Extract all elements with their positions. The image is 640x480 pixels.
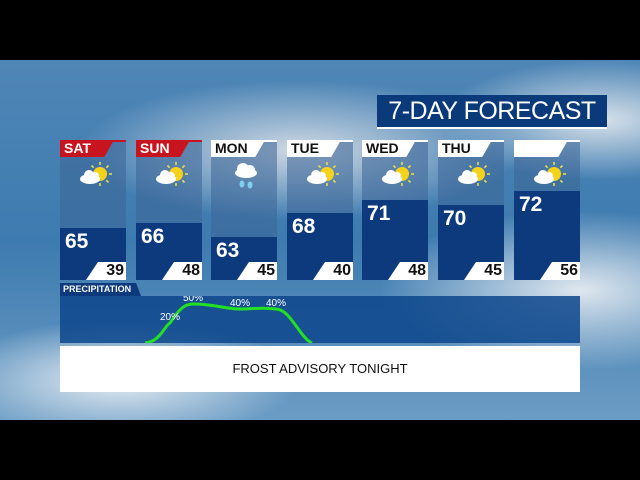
low-temp: 48 <box>408 262 426 279</box>
partly-sunny-icon <box>80 162 112 186</box>
day-column: WED 71 48 <box>362 140 428 280</box>
high-temp: 72 <box>519 193 543 216</box>
rain-icon <box>235 163 257 189</box>
day-column: SAT 65 39 <box>60 140 126 280</box>
day-label: SAT <box>60 140 114 157</box>
low-temp: 40 <box>333 262 351 279</box>
precipitation-value: 40% <box>230 298 250 309</box>
high-temp: 63 <box>216 239 240 262</box>
low-temp-tab: 45 <box>464 262 504 280</box>
high-temp: 71 <box>367 202 391 225</box>
precipitation-chart: 20%50% 40% 40% <box>144 296 313 343</box>
forecast-title: 7-DAY FORECAST <box>377 95 607 129</box>
partly-sunny-icon <box>307 162 339 186</box>
precipitation-value: 20% <box>160 312 180 323</box>
precipitation-label: PRECIPITATION <box>60 283 141 296</box>
low-temp: 39 <box>106 262 124 279</box>
precipitation-value: 50% <box>183 296 203 304</box>
day-label: MON <box>211 140 265 157</box>
day-label: THU <box>438 140 492 157</box>
low-temp: 48 <box>182 262 200 279</box>
low-temp: 45 <box>257 262 275 279</box>
day-column: TUE 68 40 <box>287 140 353 280</box>
advisory-banner: FROST ADVISORY TONIGHT <box>60 346 580 392</box>
low-temp-tab: 48 <box>162 262 202 280</box>
low-temp-tab: 56 <box>540 262 580 280</box>
low-temp-tab: 40 <box>313 262 353 280</box>
low-temp-tab: 45 <box>237 262 277 280</box>
day-label: SUN <box>136 140 190 157</box>
day-column: MON 63 45 <box>211 140 277 280</box>
day-column: 72 56 <box>514 140 580 280</box>
partly-sunny-icon <box>156 162 188 186</box>
day-column: SUN 66 48 <box>136 140 202 280</box>
low-temp: 45 <box>484 262 502 279</box>
low-temp: 56 <box>560 262 578 279</box>
high-temp: 66 <box>141 225 165 248</box>
precipitation-band <box>60 296 580 343</box>
partly-sunny-icon <box>458 162 490 186</box>
day-label <box>514 140 568 157</box>
day-label: WED <box>362 140 416 157</box>
precipitation-line <box>144 302 313 343</box>
day-label: TUE <box>287 140 341 157</box>
partly-sunny-icon <box>534 162 566 186</box>
high-temp: 70 <box>443 207 467 230</box>
high-temp: 68 <box>292 215 316 238</box>
high-temp: 65 <box>65 230 89 253</box>
low-temp-tab: 48 <box>388 262 428 280</box>
partly-sunny-icon <box>382 162 414 186</box>
low-temp-tab: 39 <box>86 262 126 280</box>
precipitation-value: 40% <box>266 298 286 309</box>
day-column: THU 70 45 <box>438 140 504 280</box>
